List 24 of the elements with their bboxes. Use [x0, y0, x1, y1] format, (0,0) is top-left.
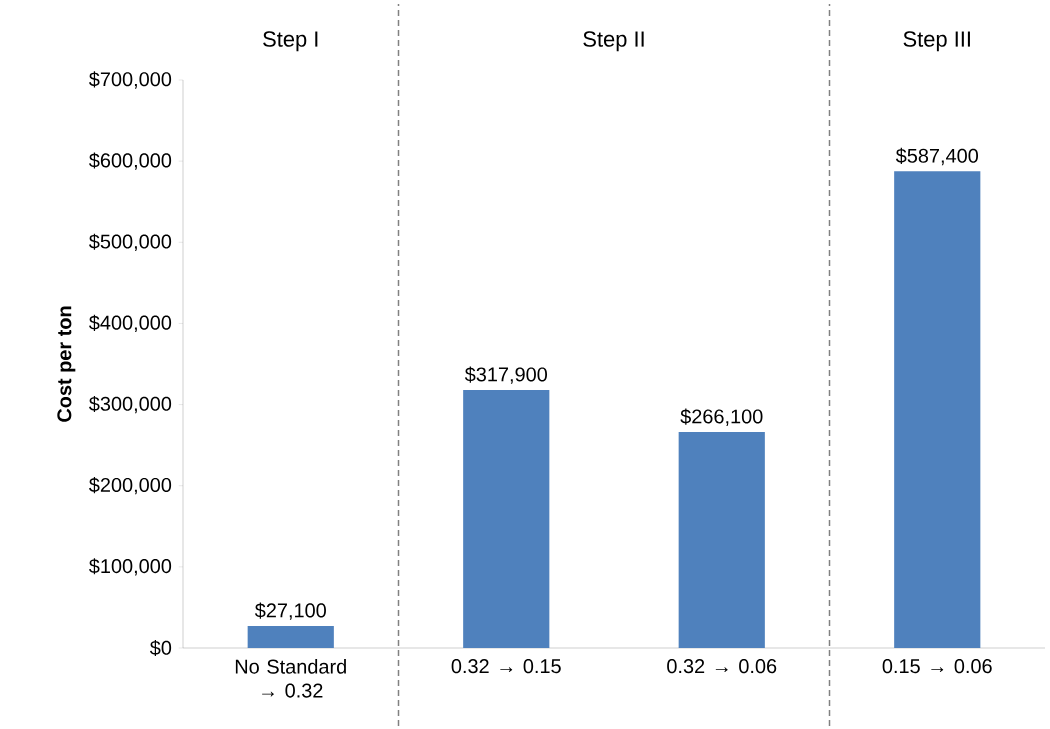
data-label: $27,100 [254, 602, 326, 620]
data-label: $266,100 [680, 408, 763, 426]
y-tick-label: $100,000 [89, 558, 172, 576]
y-tick-label: $600,000 [89, 152, 172, 170]
y-tick-label: $700,000 [89, 71, 172, 89]
x-tick-label: 0.32 → 0.15 [451, 659, 561, 674]
y-axis-title: Cost per ton [57, 306, 76, 422]
x-tick-label: No Standard → 0.32 [235, 659, 346, 698]
text: Step I [263, 31, 318, 52]
bar [894, 171, 981, 648]
x-tick-label: 0.15 → 0.06 [882, 659, 992, 674]
text: Step II [583, 31, 644, 52]
y-tick-label: $0 [149, 639, 172, 657]
bar [463, 390, 550, 648]
y-tick-label: $300,000 [89, 395, 172, 414]
y-tick-label: $400,000 [89, 314, 172, 333]
y-tick-label: $500,000 [89, 233, 172, 251]
x-tick-label: 0.32 → 0.06 [667, 659, 777, 674]
text: Step III [903, 31, 970, 52]
data-label: $317,900 [464, 366, 548, 384]
bar [247, 626, 334, 648]
bar [678, 432, 765, 648]
y-tick-label: $200,000 [89, 477, 172, 495]
data-label: $587,400 [895, 147, 979, 166]
